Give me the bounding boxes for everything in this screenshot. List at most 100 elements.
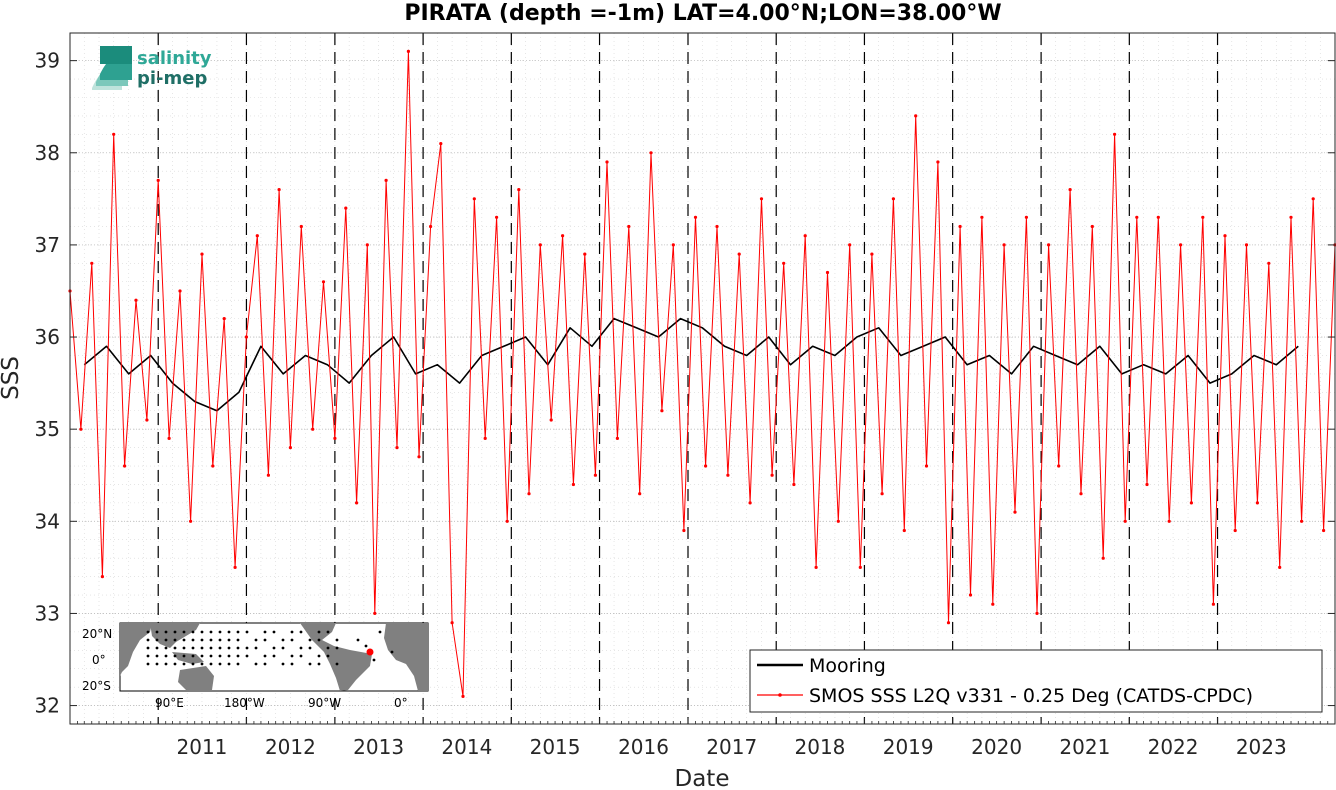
smos-point — [1278, 565, 1282, 570]
smos-point — [200, 252, 204, 256]
map-buoy-dot — [182, 630, 186, 634]
map-land-australia — [178, 666, 214, 690]
smos-point — [244, 335, 248, 339]
smos-point — [461, 694, 465, 699]
smos-point — [156, 178, 160, 182]
map-buoy-dot — [173, 646, 177, 650]
series-smos-line — [69, 50, 1336, 697]
smos-point — [924, 464, 929, 468]
smos-point — [189, 519, 193, 523]
map-buoy-dot — [173, 630, 177, 634]
logo-line2: pi-mep — [137, 68, 207, 89]
smos-point — [439, 142, 443, 146]
smos-point — [321, 280, 326, 284]
smos-point — [914, 114, 918, 118]
smos-point — [759, 197, 764, 201]
map-buoy-dot — [263, 638, 267, 642]
smos-point — [704, 464, 708, 468]
smos-point — [936, 160, 940, 164]
smos-point — [1167, 519, 1171, 523]
smos-point — [1300, 519, 1304, 523]
y-tick-label-34: 34 — [35, 509, 60, 533]
smos-point — [311, 427, 315, 431]
smos-point — [946, 621, 951, 625]
x-tick-label-2011: 2011 — [177, 735, 228, 759]
map-buoy-dot — [218, 662, 222, 666]
map-buoy-dot — [317, 654, 321, 658]
smos-point — [472, 197, 476, 201]
map-buoy-dot — [227, 646, 231, 650]
y-tick-label-32: 32 — [35, 694, 60, 718]
inset-map: 20°N 0° 20°S 90°E 180°W 90°W 0° — [82, 622, 429, 710]
map-lon-label-180w: 180°W — [224, 696, 265, 710]
smos-point — [1244, 243, 1249, 247]
map-buoy-dot — [200, 662, 204, 666]
map-buoy-dot — [173, 638, 177, 642]
smos-point — [1057, 464, 1061, 468]
smos-point — [1135, 215, 1139, 219]
smos-point — [682, 528, 686, 533]
map-buoy-dot — [263, 654, 267, 658]
smos-point — [571, 482, 576, 487]
smos-point — [902, 528, 906, 533]
smos-point — [266, 473, 270, 477]
major-grid — [70, 60, 1335, 706]
map-buoy-dot — [200, 646, 204, 650]
smos-point — [991, 602, 995, 606]
map-buoy-dot — [182, 662, 186, 666]
map-lon-label-90e: 90°E — [155, 696, 184, 710]
smos-point — [233, 565, 237, 570]
map-buoy-dot — [146, 630, 150, 634]
map-land-asia — [150, 623, 200, 648]
x-tick-label-2020: 2020 — [971, 735, 1022, 759]
y-tick-label-39: 39 — [35, 49, 60, 73]
map-buoy-dot — [182, 646, 186, 650]
map-buoy-dot — [263, 630, 267, 634]
map-buoy-dot — [299, 646, 303, 650]
smos-point — [1123, 519, 1127, 523]
map-buoy-dot — [227, 638, 231, 642]
smos-point — [782, 261, 786, 265]
x-tick-label-2022: 2022 — [1148, 735, 1199, 759]
legend-mooring-label: Mooring — [809, 655, 886, 677]
map-buoy-dot — [218, 630, 222, 634]
year-separators — [157, 33, 1219, 724]
x-tick-label-2015: 2015 — [530, 735, 581, 759]
map-land-africa-east — [384, 623, 428, 691]
map-buoy-dots — [146, 630, 394, 666]
map-selected-location-marker — [366, 648, 374, 656]
series-layer — [68, 49, 1336, 699]
smos-point — [1068, 188, 1072, 192]
smos-point — [365, 243, 369, 247]
smos-point — [1233, 528, 1237, 533]
logo-waves-icon — [92, 46, 132, 90]
map-buoy-dot — [164, 630, 168, 634]
logo-line1: salinity — [137, 48, 212, 69]
map-buoy-dot — [290, 654, 294, 658]
smos-point — [288, 446, 292, 450]
x-tick-label-2018: 2018 — [795, 735, 846, 759]
y-tick-label-35: 35 — [35, 417, 60, 441]
map-buoy-dot — [299, 654, 303, 658]
map-buoy-dot — [308, 662, 312, 666]
map-buoy-dot — [191, 654, 195, 658]
map-buoy-dot — [236, 630, 240, 634]
x-tick-label-2023: 2023 — [1236, 735, 1287, 759]
smos-point — [1289, 215, 1293, 219]
map-land-africa-europe — [120, 623, 152, 676]
smos-point — [615, 436, 620, 440]
map-land-indonesia — [172, 652, 204, 664]
minor-grid — [70, 33, 1335, 724]
map-buoy-dot — [254, 662, 258, 666]
smos-point — [814, 565, 818, 570]
smos-point — [803, 234, 807, 238]
map-buoy-dot — [191, 638, 195, 642]
x-tick-label-2012: 2012 — [265, 735, 316, 759]
smos-point — [406, 49, 410, 54]
smos-point — [649, 151, 653, 155]
smos-point — [1311, 197, 1315, 201]
map-buoy-dot — [200, 654, 204, 658]
map-buoy-dot — [236, 646, 240, 650]
salinity-pi-mep-logo: salinity pi-mep — [92, 46, 212, 90]
